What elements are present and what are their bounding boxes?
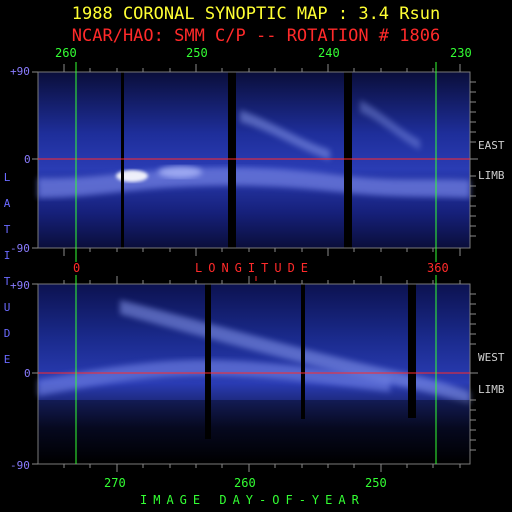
bottom-lat-tick-plus90: +90	[10, 279, 30, 292]
bottom-lat-tick-0: 0	[24, 367, 31, 380]
latitude-letter: I	[3, 249, 11, 262]
top-map-panel	[32, 62, 478, 262]
top-lat-tick-plus90: +90	[10, 65, 30, 78]
top-day-tick-230: 230	[450, 46, 472, 60]
bottom-day-tick-260: 260	[234, 476, 256, 490]
bottom-day-tick-270: 270	[104, 476, 126, 490]
latitude-letter: A	[3, 197, 11, 210]
top-day-tick-250: 250	[186, 46, 208, 60]
latitude-letter: E	[3, 353, 11, 366]
bottom-lat-tick-minus90: -90	[10, 459, 30, 472]
bottom-day-tick-250: 250	[365, 476, 387, 490]
longitude-mark-0: 0	[73, 261, 81, 275]
top-lat-tick-0: 0	[24, 153, 31, 166]
longitude-mark-360: 360	[427, 261, 449, 275]
map-subtitle: NCAR/HAO: SMM C/P -- ROTATION # 1806	[71, 26, 441, 46]
map-title: 1988 CORONAL SYNOPTIC MAP : 3.4 Rsun	[71, 4, 441, 24]
latitude-letter: T	[3, 223, 11, 236]
latitude-letter: D	[3, 327, 11, 340]
limb-label-top: LIMB	[478, 169, 505, 182]
top-day-tick-240: 240	[318, 46, 340, 60]
latitude-letter: U	[3, 301, 11, 314]
top-day-tick-260: 260	[55, 46, 77, 60]
latitude-letter: T	[3, 275, 11, 288]
day-of-year-axis-label: IMAGE DAY-OF-YEAR	[140, 493, 365, 507]
west-label: WEST	[478, 351, 505, 364]
east-label: EAST	[478, 139, 505, 152]
top-lat-tick-minus90: -90	[10, 242, 30, 255]
bottom-map-panel	[32, 275, 478, 472]
limb-label-bottom: LIMB	[478, 383, 505, 396]
latitude-letter: L	[3, 171, 11, 184]
longitude-axis-label: LONGITUDE	[195, 261, 315, 275]
